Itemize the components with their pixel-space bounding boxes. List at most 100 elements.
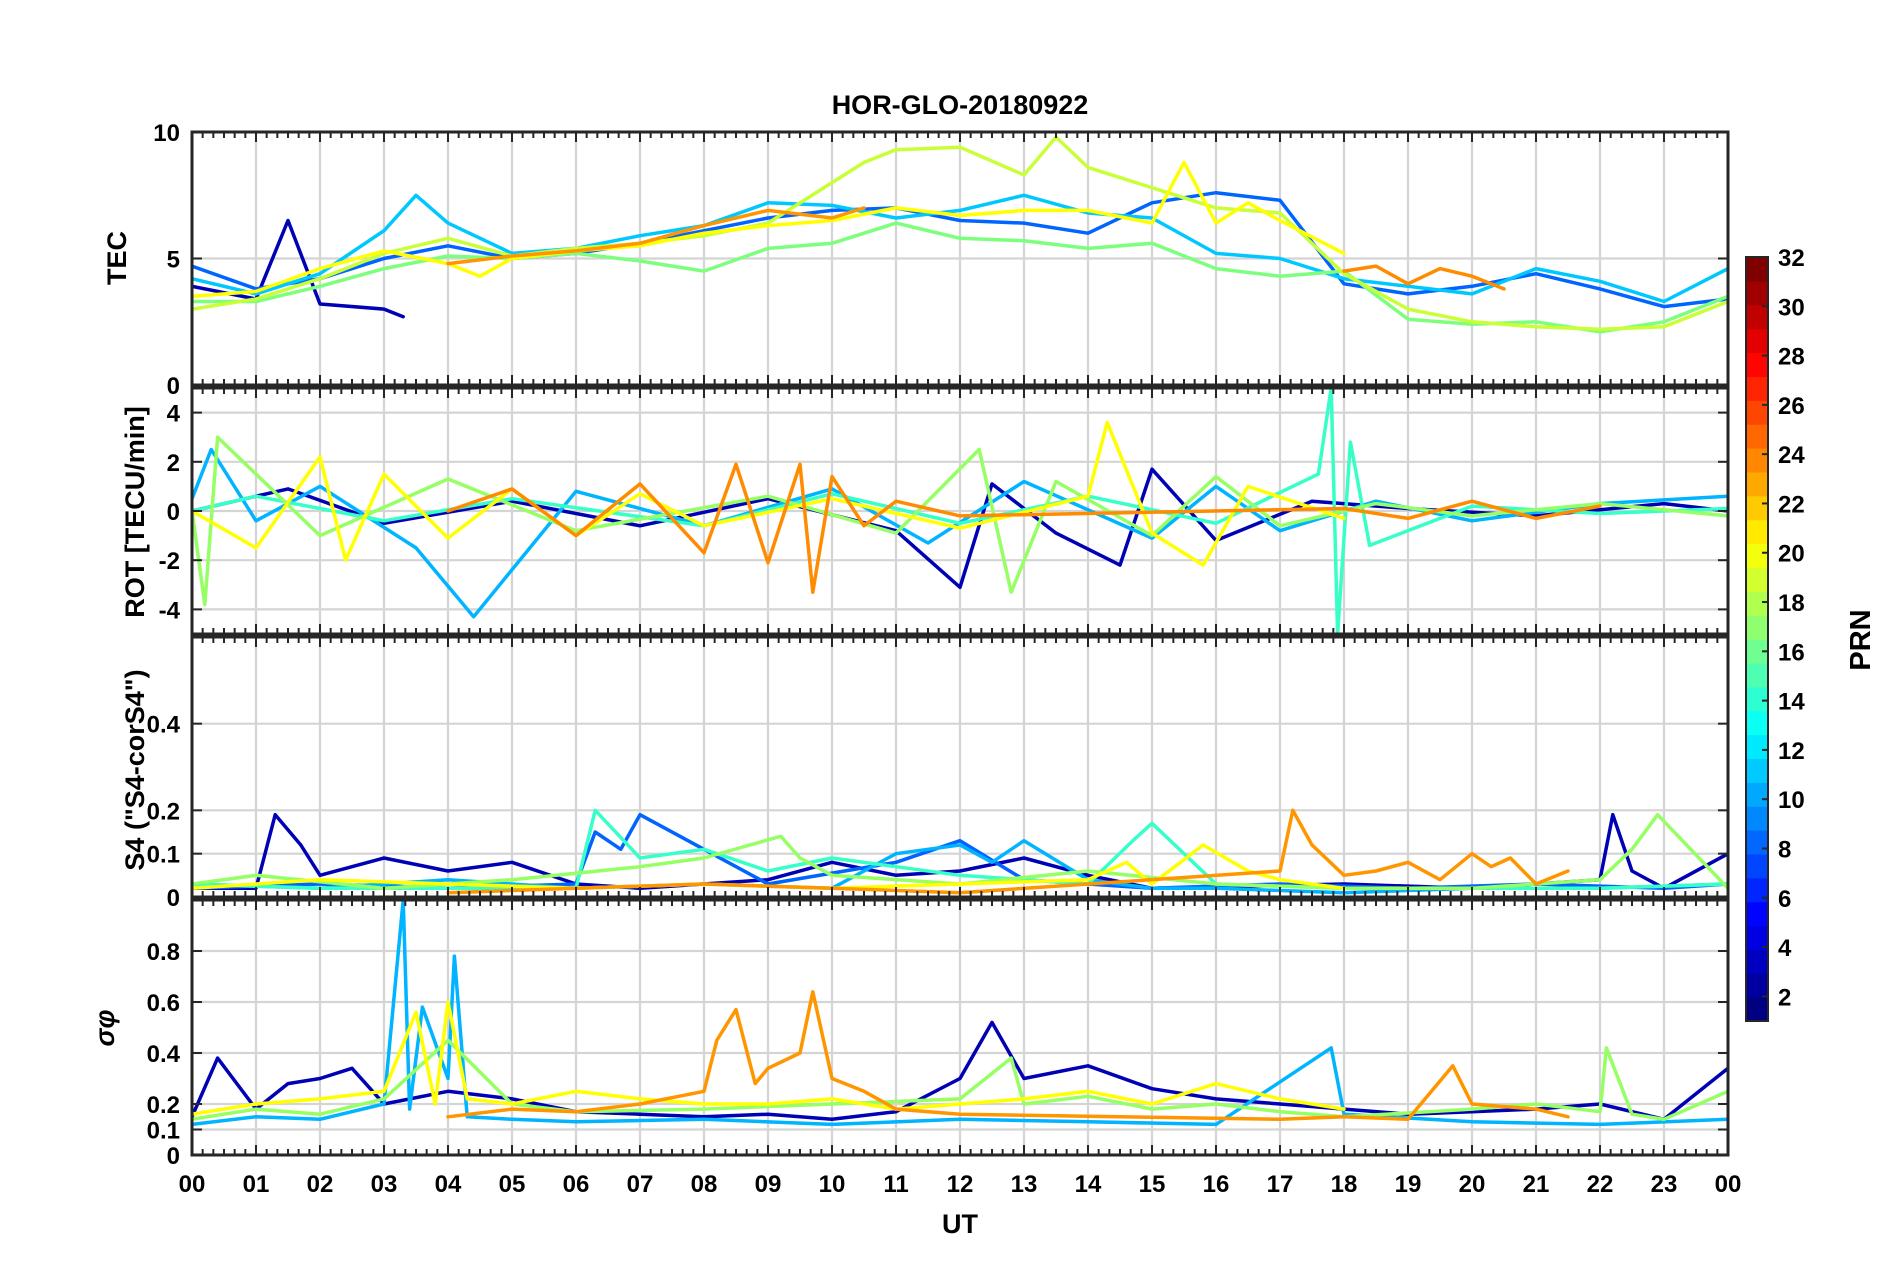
- rot-series-prn-14: [192, 388, 1728, 634]
- colorbar-tick-label: 18: [1778, 590, 1805, 617]
- x-tick-label: 05: [499, 1171, 526, 1198]
- x-tick-label: 11: [883, 1171, 908, 1198]
- rot-ylabel: ROT [TECU/min]: [120, 406, 150, 617]
- x-tick-label: 23: [1651, 1171, 1678, 1198]
- s4-ylabel: S4 ("S4-corS4"): [120, 669, 150, 870]
- colorbar-segment: [1746, 949, 1768, 974]
- colorbar-label: PRN: [1845, 609, 1877, 670]
- colorbar-tick-label: 4: [1778, 935, 1792, 962]
- colorbar-segment: [1746, 853, 1768, 879]
- colorbar-label-text: PRN: [1845, 609, 1877, 670]
- x-tick-label: 17: [1267, 1171, 1294, 1198]
- s4-series-prn-22: [446, 808, 1570, 895]
- colorbar-segment: [1746, 782, 1768, 807]
- sigma_phi-series-prn-17: [192, 1038, 1728, 1122]
- sigma_phi-ytick-label: 0.4: [147, 1041, 181, 1068]
- x-tick-label: 10: [819, 1171, 846, 1198]
- colorbar-segment: [1746, 806, 1768, 831]
- colorbar-segment: [1746, 448, 1768, 473]
- sigma_phi-series-group: [192, 900, 1728, 1127]
- sigma_phi-ytick-label: 0.8: [147, 939, 180, 966]
- s4-panel: 0 0.1 0.2 0.4: [147, 635, 1730, 912]
- colorbar-segment: [1746, 567, 1768, 592]
- colorbar-segment: [1746, 973, 1768, 998]
- tec-series-group: [192, 135, 1728, 334]
- colorbar-segment: [1746, 877, 1768, 903]
- sigma-phi-ylabel: σφ: [90, 1010, 120, 1047]
- colorbar-tick-label: 6: [1778, 886, 1791, 913]
- colorbar-segment: [1746, 591, 1768, 616]
- colorbar-segment: [1746, 424, 1768, 449]
- chart-title: HOR-GLO-20180922: [832, 90, 1089, 120]
- x-tick-label: 01: [243, 1171, 270, 1198]
- x-tick-label: 19: [1395, 1171, 1422, 1198]
- sigma_phi-ytick-label: 0.6: [147, 990, 180, 1017]
- rot-ytick-label: 0: [167, 499, 180, 526]
- colorbar-segment: [1746, 352, 1768, 377]
- colorbar-tick-label: 20: [1778, 541, 1805, 568]
- rot-ytick-label: -2: [159, 548, 180, 575]
- tec-series-prn-20: [192, 160, 1346, 299]
- x-tick-label: 09: [755, 1171, 782, 1198]
- tec-ytick-label: 10: [153, 120, 180, 147]
- colorbar-segment: [1746, 925, 1768, 950]
- colorbar-segment: [1746, 830, 1768, 855]
- s4-ytick-label: 0.2: [147, 798, 180, 825]
- colorbar-tick-label: 22: [1778, 491, 1805, 518]
- x-axis: 00 01 02 03 04 05 06 07 08 09 10 11 12 13 14 15 16 17 18 19…: [179, 1171, 1742, 1198]
- x-tick-label: 00: [179, 1171, 206, 1198]
- rot-panel: -4 -2 0 2 4: [159, 386, 1730, 636]
- x-axis-label: UT: [942, 1209, 978, 1239]
- s4-series-prn-20: [192, 843, 1346, 891]
- sigma_phi-series-prn-11: [192, 900, 1728, 1127]
- colorbar-segment: [1746, 257, 1768, 282]
- colorbar-segment: [1746, 662, 1768, 688]
- colorbar-segment: [1746, 328, 1768, 354]
- x-tick-label: 16: [1203, 1171, 1230, 1198]
- sigma_phi-series-prn-22: [446, 990, 1570, 1122]
- colorbar-segment: [1746, 734, 1768, 759]
- rot-ylabel-text: ROT [TECU/min]: [120, 406, 150, 617]
- s4-ylabel-text: S4 ("S4-corS4"): [120, 669, 150, 870]
- x-tick-label: 06: [563, 1171, 590, 1198]
- tec-series-prn-9: [192, 190, 1728, 309]
- sigma_phi-ytick-label: 0.2: [147, 1092, 180, 1119]
- colorbar-segment: [1746, 304, 1768, 330]
- colorbar-tick-label: 26: [1778, 393, 1805, 420]
- tec-series-prn-22: [446, 206, 866, 266]
- colorbar-segment: [1746, 400, 1768, 425]
- sigma_phi-ytick-label: 0: [167, 1143, 180, 1170]
- x-tick-label: 21: [1523, 1171, 1550, 1198]
- colorbar-tick-label: 2: [1778, 984, 1791, 1011]
- x-tick-label: 18: [1331, 1171, 1358, 1198]
- s4-ytick-label: 0.1: [147, 842, 180, 869]
- sigma-phi-panel: 00.10.2 0.4 0.6 0.8: [147, 898, 1730, 1170]
- tec-series-prn-18: [192, 135, 1728, 332]
- colorbar-segment: [1746, 901, 1768, 927]
- sigma_phi-series-prn-20: [192, 1000, 1346, 1116]
- x-tick-label: 20: [1459, 1171, 1486, 1198]
- tec-ytick-label: 5: [167, 247, 180, 274]
- colorbar-segment: [1746, 686, 1768, 712]
- rot-ytick-label: 2: [167, 450, 180, 477]
- colorbar-segment: [1746, 710, 1768, 736]
- tec-series-prn-24: [1342, 264, 1506, 291]
- tec-series-prn-3: [192, 218, 405, 319]
- colorbar-tick-label: 30: [1778, 294, 1805, 321]
- tec-panel: 0 5 10: [153, 120, 1730, 400]
- rot-series-prn-23: [446, 462, 1602, 594]
- colorbar-segment: [1746, 495, 1768, 521]
- rot-ytick-label: 4: [167, 401, 181, 428]
- tec-ylabel: TEC: [102, 231, 132, 285]
- x-tick-label: 15: [1139, 1171, 1166, 1198]
- colorbar-segment: [1746, 543, 1768, 568]
- x-tick-label: 08: [691, 1171, 718, 1198]
- colorbar-segment: [1746, 758, 1768, 783]
- colorbar-segment: [1746, 615, 1768, 640]
- s4-ytick-label: 0: [167, 885, 180, 912]
- colorbar-segment: [1746, 280, 1768, 306]
- tec-ytick-label: 0: [167, 373, 180, 400]
- colorbar-frame: [1745, 256, 1769, 1022]
